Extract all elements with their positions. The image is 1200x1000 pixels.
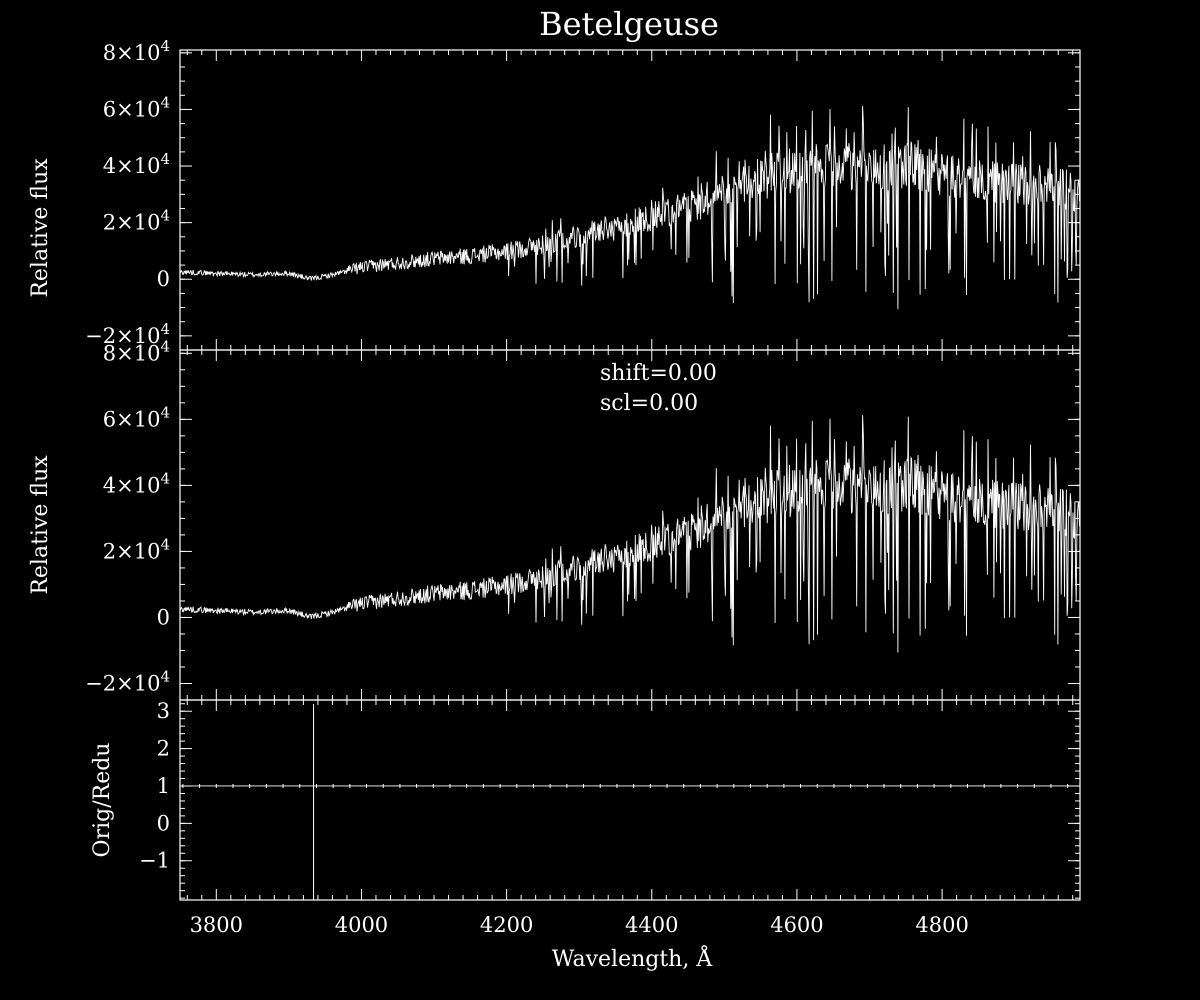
y-axis-label-bottom: Orig/Redu — [90, 743, 115, 858]
y-tick-label: 8×104 — [103, 37, 170, 65]
flux-spectrum-line — [179, 105, 1080, 310]
y-tick-label: 2 — [157, 737, 170, 761]
y-tick-label: 4×104 — [103, 469, 170, 497]
y-tick-label: 4×104 — [103, 150, 170, 178]
y-tick-label: 2×104 — [103, 207, 170, 235]
annotation-shift: shift=0.00 — [600, 361, 717, 386]
y-tick-label: 0 — [157, 267, 170, 291]
y-tick-label: 0 — [157, 605, 170, 629]
y-tick-label: 6×104 — [103, 403, 170, 431]
x-axis-label: Wavelength, Å — [552, 944, 714, 972]
x-tick-label: 4800 — [915, 913, 968, 937]
tick-labels: 8×1046×1044×1042×1040−2×1048×1046×1044×1… — [85, 37, 969, 937]
y-tick-label: −2×104 — [85, 320, 170, 348]
flux-spectrum-line — [179, 415, 1080, 653]
x-tick-label: 4600 — [770, 913, 823, 937]
axis-ticks — [180, 50, 1080, 900]
y-tick-label: 2×104 — [103, 535, 170, 563]
y-tick-label: 8×104 — [103, 337, 170, 365]
y-tick-label: 0 — [157, 811, 170, 835]
panel-top-frame — [179, 49, 1081, 351]
data-series — [179, 105, 1080, 900]
y-tick-label: 1 — [157, 774, 170, 798]
y-axis-label-middle: Relative flux — [28, 455, 53, 595]
panel-bottom-frame — [179, 699, 1081, 901]
x-tick-label: 4000 — [335, 913, 388, 937]
x-tick-label: 4400 — [625, 913, 678, 937]
x-tick-label: 3800 — [190, 913, 243, 937]
y-tick-label: 6×104 — [103, 93, 170, 121]
y-tick-label: 3 — [157, 699, 170, 723]
chart-title: Betelgeuse — [539, 5, 719, 43]
y-axis-label-top: Relative flux — [28, 158, 53, 298]
annotation-scl: scl=0.00 — [600, 391, 698, 416]
x-tick-label: 4200 — [480, 913, 533, 937]
y-tick-label: −2×104 — [85, 667, 170, 695]
y-tick-label: −1 — [139, 849, 170, 873]
